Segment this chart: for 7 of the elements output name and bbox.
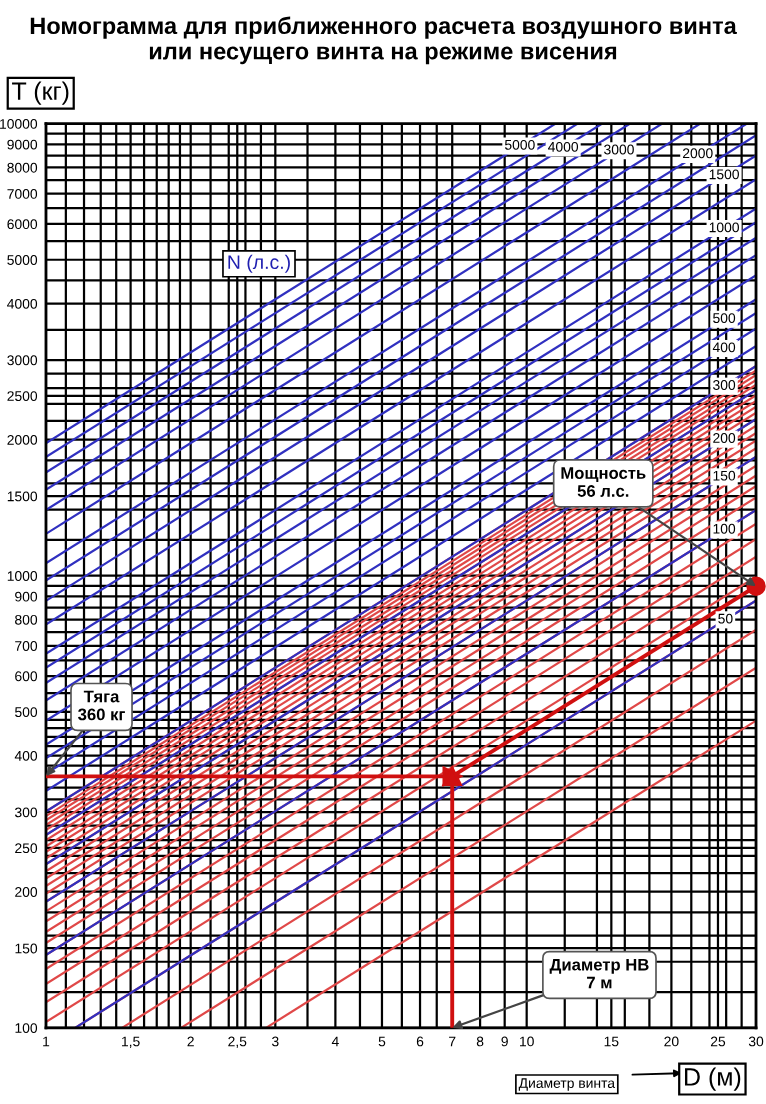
- annotation: Тяга 360 кг: [78, 690, 125, 721]
- annotation: Мощность 56 л.с.: [561, 467, 646, 497]
- x-axis-title: D (м): [685, 1067, 741, 1091]
- annotation: N (л.с.): [228, 254, 290, 273]
- chart-title: Номограмма для приближенного расчета воздушного винта или несущего винта на режиме висения: [30, 16, 737, 65]
- y-axis-title: T (кг): [12, 81, 69, 105]
- annotation: Диаметр НВ 7 м: [549, 958, 649, 989]
